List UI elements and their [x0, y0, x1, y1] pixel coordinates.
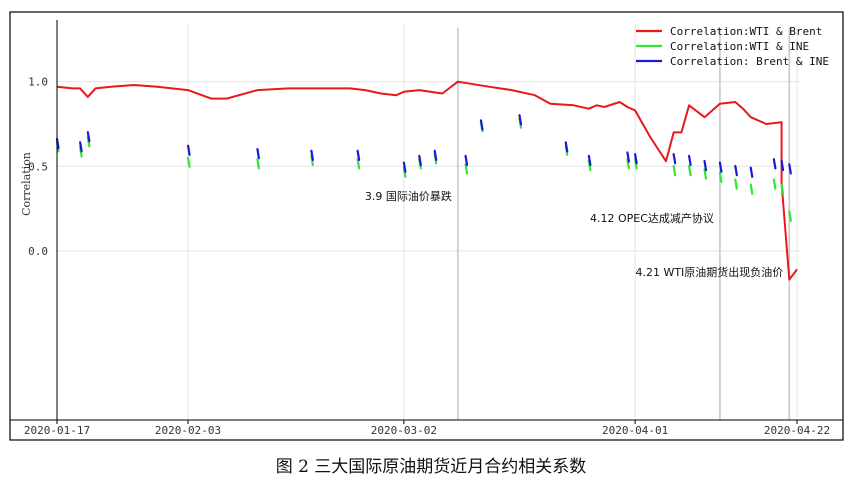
series-mark-wti-ine: [256, 158, 261, 170]
correlation-chart: 2020-01-17 2020-02-03 2020-03-02 2020-04-01…: [9, 11, 844, 441]
legend-entry: Correlation: Brent & INE: [670, 55, 829, 68]
annotation-label: 4.12 OPEC达成减产协议: [590, 211, 714, 225]
x-tick-label: 2020-04-01: [602, 424, 668, 437]
series-mark-brent-ine: [587, 154, 592, 167]
series-mark-wti-ine: [780, 183, 785, 195]
series-mark-brent-ine: [518, 114, 523, 126]
x-tick-label: 2020-03-02: [371, 424, 437, 437]
event-lines: [457, 28, 791, 420]
series-mark-brent-ine: [687, 154, 692, 167]
series-mark-wti-ine: [788, 210, 792, 222]
series-mark-brent-ine: [772, 158, 777, 170]
series-line-wti-brent: [56, 80, 798, 281]
series-mark-brent-ine: [703, 159, 708, 172]
series-mark-wti-ine: [718, 171, 723, 183]
annotation-label: 4.21 WTI原油期货出现负油价: [635, 265, 783, 279]
series-mark-brent-ine: [479, 119, 484, 131]
x-axis: 2020-01-17 2020-02-03 2020-03-02 2020-04-01…: [10, 419, 843, 437]
legend: Correlation:WTI & Brent Correlation:WTI &…: [636, 25, 829, 68]
y-tick-label: 1.0: [28, 76, 48, 89]
series-mark-wti-ine: [734, 178, 738, 190]
y-axis: 1.0 0.5 0.0: [28, 20, 58, 420]
series-mark-wti-ine: [464, 163, 469, 175]
series-layer: [55, 80, 798, 281]
series-mark-brent-ine: [718, 161, 723, 173]
series-mark-wti-ine: [749, 183, 754, 195]
series-mark-brent-ine: [634, 153, 638, 165]
series-mark-brent-ine: [734, 164, 738, 177]
series-mark-brent-ine: [788, 163, 792, 175]
series-mark-wti-ine: [772, 178, 777, 190]
x-tick-label: 2020-01-17: [24, 424, 90, 437]
series-mark-brent-ine: [79, 141, 83, 153]
annotation-label: 3.9 国际油价暴跌: [365, 189, 452, 203]
series-mark-wti-ine: [186, 156, 191, 168]
series-mark-brent-ine: [86, 131, 91, 143]
series-mark-wti-ine: [356, 158, 361, 170]
series-mark-brent-ine: [672, 153, 677, 165]
series-mark-brent-ine: [749, 166, 754, 178]
series-mark-brent-ine: [418, 154, 422, 167]
figure-caption: 图 2 三大国际原油期货近月合约相关系数: [275, 457, 587, 477]
x-tick-label: 2020-02-03: [155, 424, 221, 437]
y-tick-label: 0.5: [28, 160, 48, 173]
series-mark-brent-ine: [564, 141, 569, 153]
plot-frame: [9, 11, 844, 441]
series-mark-wti-ine: [626, 158, 631, 170]
series-mark-brent-ine: [464, 154, 469, 167]
series-mark-brent-ine: [402, 161, 407, 173]
annotations: 3.9 国际油价暴跌 4.12 OPEC达成减产协议 4.21 WTI原油期货出现负…: [365, 189, 783, 279]
legend-entry: Correlation:WTI & Brent: [670, 25, 822, 38]
series-mark-wti-ine: [687, 164, 692, 177]
series-mark-wti-ine: [672, 164, 677, 177]
x-tick-label: 2020-04-22: [764, 424, 830, 437]
y-tick-label: 0.0: [28, 245, 48, 258]
series-mark-brent-ine: [256, 148, 261, 160]
series-mark-brent-ine: [626, 151, 631, 163]
series-mark-wti-ine: [703, 168, 708, 180]
y-axis-label: Correlation: [20, 152, 33, 216]
series-mark-brent-ine: [186, 144, 191, 156]
series-mark-brent-ine: [433, 149, 438, 161]
series-mark-brent-ine: [310, 149, 314, 161]
series-mark-brent-ine: [356, 149, 361, 161]
series-mark-brent-ine: [780, 159, 785, 172]
legend-entry: Correlation:WTI & INE: [670, 40, 809, 53]
